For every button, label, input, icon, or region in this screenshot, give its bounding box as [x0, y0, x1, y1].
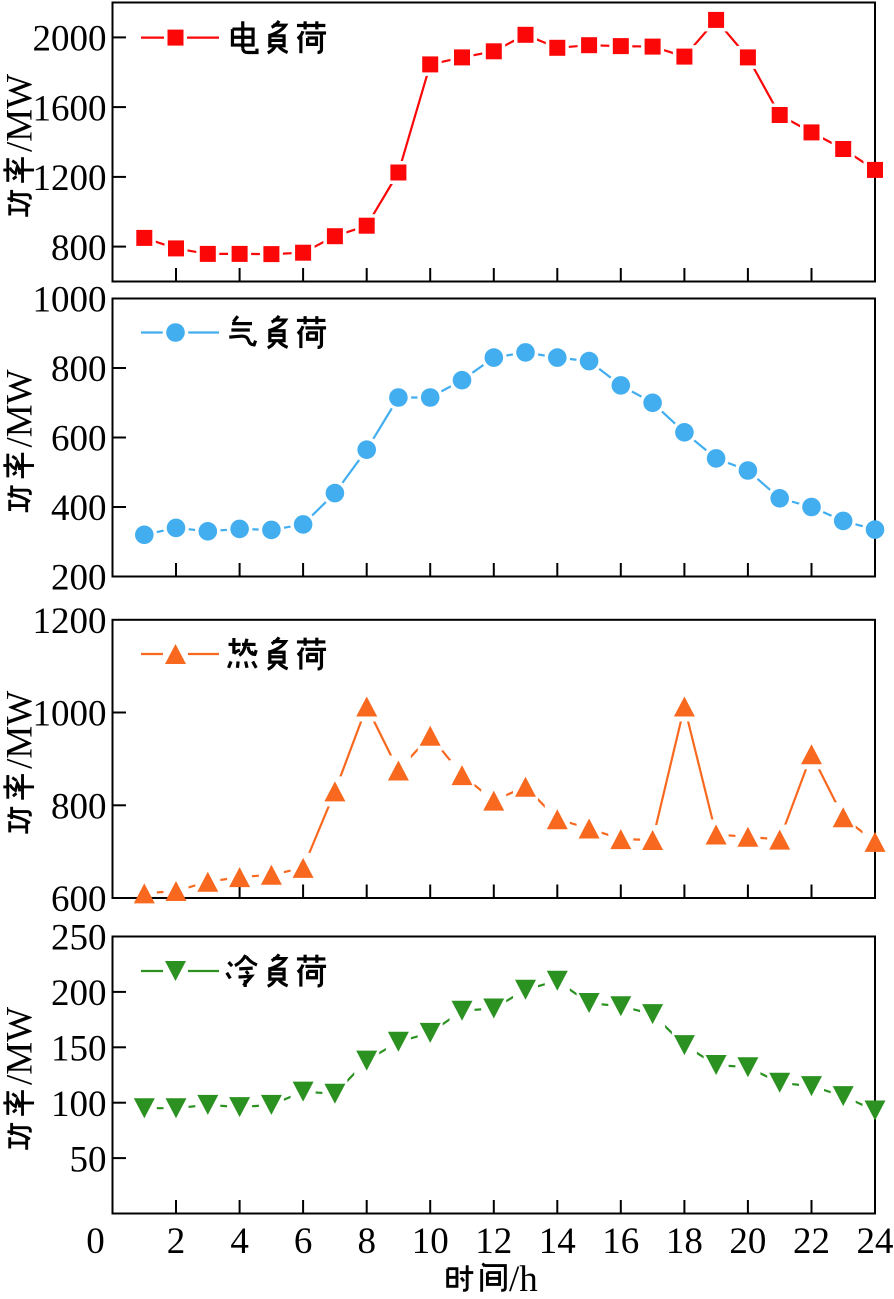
svg-text:800: 800: [51, 349, 107, 390]
svg-text:/MW: /MW: [0, 1007, 41, 1085]
svg-text:4: 4: [230, 1221, 249, 1262]
svg-text:0: 0: [86, 1221, 105, 1262]
svg-text:400: 400: [51, 488, 107, 529]
svg-text:600: 600: [51, 419, 107, 460]
svg-text:100: 100: [51, 1084, 107, 1125]
svg-text:16: 16: [602, 1221, 639, 1262]
svg-text:22: 22: [793, 1221, 830, 1262]
svg-text:8: 8: [357, 1221, 376, 1262]
svg-text:1600: 1600: [33, 88, 107, 129]
svg-text:1200: 1200: [33, 158, 107, 199]
svg-text:800: 800: [51, 228, 107, 269]
svg-text:1000: 1000: [33, 280, 107, 321]
svg-text:/MW: /MW: [0, 369, 41, 447]
svg-text:50: 50: [70, 1139, 107, 1180]
svg-text:250: 250: [51, 918, 107, 959]
svg-text:1000: 1000: [33, 694, 107, 735]
svg-text:24: 24: [857, 1221, 894, 1262]
svg-text:/MW: /MW: [0, 74, 41, 152]
svg-text:/h: /h: [509, 1259, 538, 1294]
svg-text:18: 18: [666, 1221, 703, 1262]
svg-text:600: 600: [51, 879, 107, 920]
svg-text:200: 200: [51, 973, 107, 1014]
svg-text:2: 2: [167, 1221, 186, 1262]
svg-text:200: 200: [51, 558, 107, 599]
svg-text:1200: 1200: [33, 601, 107, 642]
svg-text:2000: 2000: [33, 19, 107, 60]
svg-text:20: 20: [729, 1221, 766, 1262]
svg-text:12: 12: [475, 1221, 512, 1262]
svg-text:10: 10: [412, 1221, 449, 1262]
svg-text:150: 150: [51, 1029, 107, 1070]
svg-text:14: 14: [539, 1221, 576, 1262]
svg-text:6: 6: [294, 1221, 313, 1262]
svg-text:/MW: /MW: [0, 691, 41, 769]
svg-text:800: 800: [51, 787, 107, 828]
